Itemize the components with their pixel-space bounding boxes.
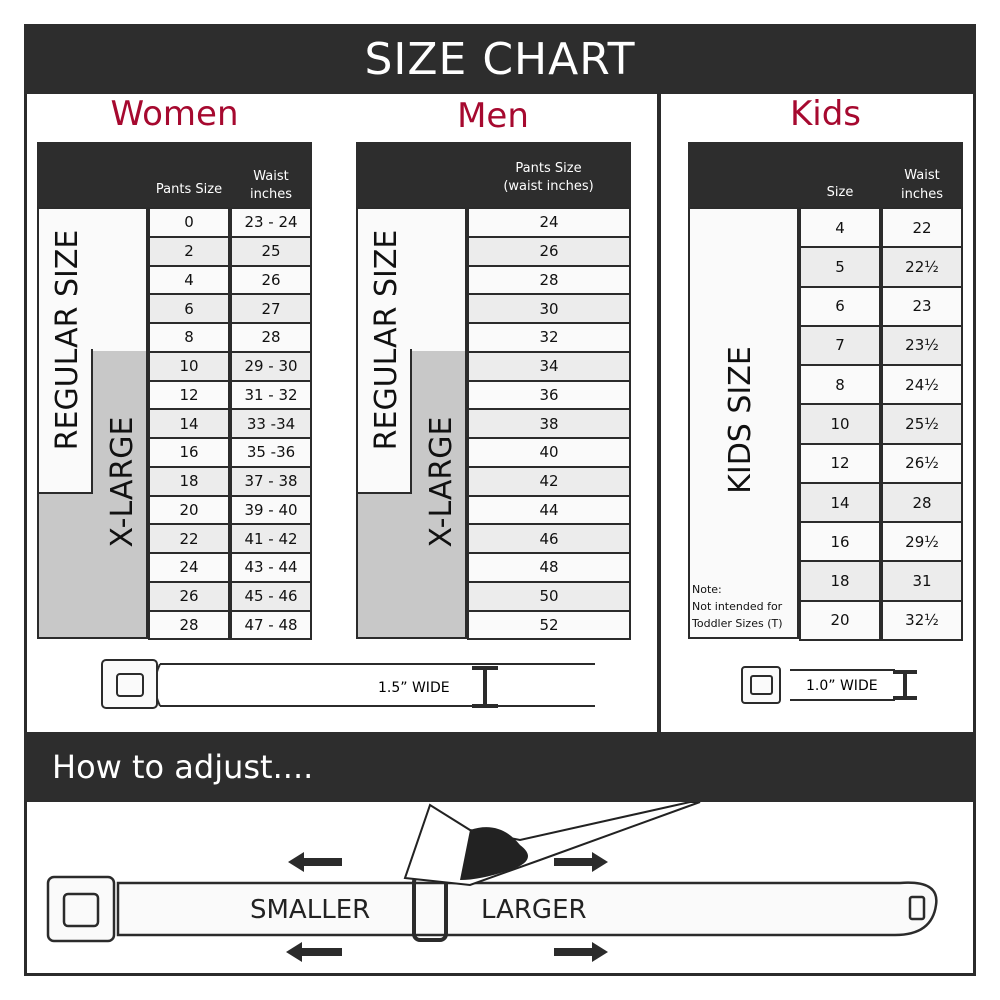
kids-waist-cell: 26½ — [881, 442, 963, 484]
kids-waist-cell: 24½ — [881, 364, 963, 406]
kids-waist-cell: 29½ — [881, 521, 963, 563]
women-pants-size-cell: 22 — [148, 523, 230, 554]
kids-size-cell: 7 — [799, 324, 881, 367]
kids-waist-cell: 22½ — [881, 246, 963, 288]
hand-icon — [403, 801, 701, 887]
arrow-left-icon — [286, 942, 342, 962]
men-waist-cell: 36 — [467, 379, 631, 411]
women-pants-size-cell: 28 — [148, 609, 230, 641]
men-waist-cell: 38 — [467, 408, 631, 439]
kids-title: Kids — [789, 94, 862, 134]
kids-size-cell: 6 — [799, 285, 881, 327]
women-waist-cell: 43 - 44 — [230, 552, 312, 583]
kids-waist-cell: 31 — [881, 560, 963, 602]
women-men-belt-icon — [101, 659, 595, 709]
men-waist-cell: 50 — [467, 580, 631, 612]
smaller-label: SMALLER — [250, 895, 371, 925]
women-waist-cell: 23 - 24 — [230, 207, 312, 238]
men-waist-cell: 48 — [467, 552, 631, 583]
women-waist-cell: 25 — [230, 235, 312, 267]
women-waist-cell: 29 - 30 — [230, 350, 312, 382]
women-waist-cell: 39 - 40 — [230, 494, 312, 526]
women-title: Women — [110, 94, 239, 134]
adjust-title: How to adjust.... — [24, 732, 976, 802]
kids-belt-width: 1.0” WIDE — [806, 678, 878, 694]
kids-waist-cell: 32½ — [881, 599, 963, 641]
women-pants-size-cell: 14 — [148, 408, 230, 439]
kids-size-cell: 16 — [799, 521, 881, 563]
arrow-left-icon — [288, 852, 342, 872]
men-waist-cell: 26 — [467, 235, 631, 267]
kids-size-cell: 4 — [799, 207, 881, 249]
women-pants-size-cell: 2 — [148, 235, 230, 267]
women-pants-size-cell: 4 — [148, 264, 230, 296]
men-header — [356, 142, 631, 208]
men-waist-cell: 32 — [467, 322, 631, 353]
women-belt-width: 1.5” WIDE — [378, 680, 450, 696]
women-pants-size-cell: 24 — [148, 552, 230, 583]
women-header — [37, 142, 312, 208]
kids-size-cell: 12 — [799, 442, 881, 484]
kids-waist-cell: 28 — [881, 481, 963, 524]
kids-waist-cell: 25½ — [881, 403, 963, 445]
men-waist-cell: 24 — [467, 207, 631, 238]
kids-waist-cell: 23½ — [881, 324, 963, 367]
women-waist-cell: 28 — [230, 322, 312, 353]
kids-belt-icon — [741, 666, 917, 704]
women-waist-cell: 26 — [230, 264, 312, 296]
women-waist-cell: 31 - 32 — [230, 379, 312, 411]
men-waist-cell: 28 — [467, 264, 631, 296]
kids-size-cell: 14 — [799, 481, 881, 524]
kids-note: Note: Not intended for Toddler Sizes (T) — [692, 583, 783, 630]
men-waist-cell: 44 — [467, 494, 631, 526]
women-waist-cell: 27 — [230, 293, 312, 324]
kids-col-waist: Waist inches — [900, 168, 943, 202]
kids-size-cell: 20 — [799, 599, 881, 641]
women-waist-cell: 47 - 48 — [230, 609, 312, 641]
arrow-icons — [286, 852, 608, 962]
women-pants-size-cell: 26 — [148, 580, 230, 612]
women-pants-size-cell: 0 — [148, 207, 230, 238]
men-waist-cell: 30 — [467, 293, 631, 324]
men-waist-cell: 52 — [467, 609, 631, 641]
women-pants-size-cell: 6 — [148, 293, 230, 324]
page-title: SIZE CHART — [24, 24, 976, 94]
women-pants-size-cell: 16 — [148, 437, 230, 468]
women-waist-cell: 45 - 46 — [230, 580, 312, 612]
kids-col-size: Size — [826, 185, 854, 200]
men-waist-cell: 34 — [467, 350, 631, 382]
kids-size-cell: 5 — [799, 246, 881, 288]
men-waist-cell: 42 — [467, 465, 631, 497]
kids-waist-cell: 22 — [881, 207, 963, 249]
women-pants-size-cell: 20 — [148, 494, 230, 526]
arrow-right-icon — [554, 852, 608, 872]
kids-size-cell: 8 — [799, 364, 881, 406]
women-col-waist: Waist inches — [249, 169, 292, 202]
arrow-right-icon — [554, 942, 608, 962]
men-col-header: Pants Size (waist inches) — [503, 161, 594, 194]
kids-header — [688, 142, 963, 208]
women-pants-size-cell: 8 — [148, 322, 230, 353]
women-waist-cell: 33 -34 — [230, 408, 312, 439]
women-pants-size-cell: 18 — [148, 465, 230, 497]
women-waist-cell: 37 - 38 — [230, 465, 312, 497]
kids-size-cell: 10 — [799, 403, 881, 445]
men-title: Men — [457, 96, 529, 136]
divider — [657, 93, 661, 733]
women-waist-cell: 41 - 42 — [230, 523, 312, 554]
women-pants-size-cell: 12 — [148, 379, 230, 411]
women-pants-size-cell: 10 — [148, 350, 230, 382]
larger-label: LARGER — [481, 895, 587, 925]
kids-size-cell: 18 — [799, 560, 881, 602]
men-waist-cell: 46 — [467, 523, 631, 554]
women-waist-cell: 35 -36 — [230, 437, 312, 468]
men-waist-cell: 40 — [467, 437, 631, 468]
kids-waist-cell: 23 — [881, 285, 963, 327]
women-col-pants: Pants Size — [155, 182, 223, 197]
adjust-belt-icon — [46, 874, 938, 943]
